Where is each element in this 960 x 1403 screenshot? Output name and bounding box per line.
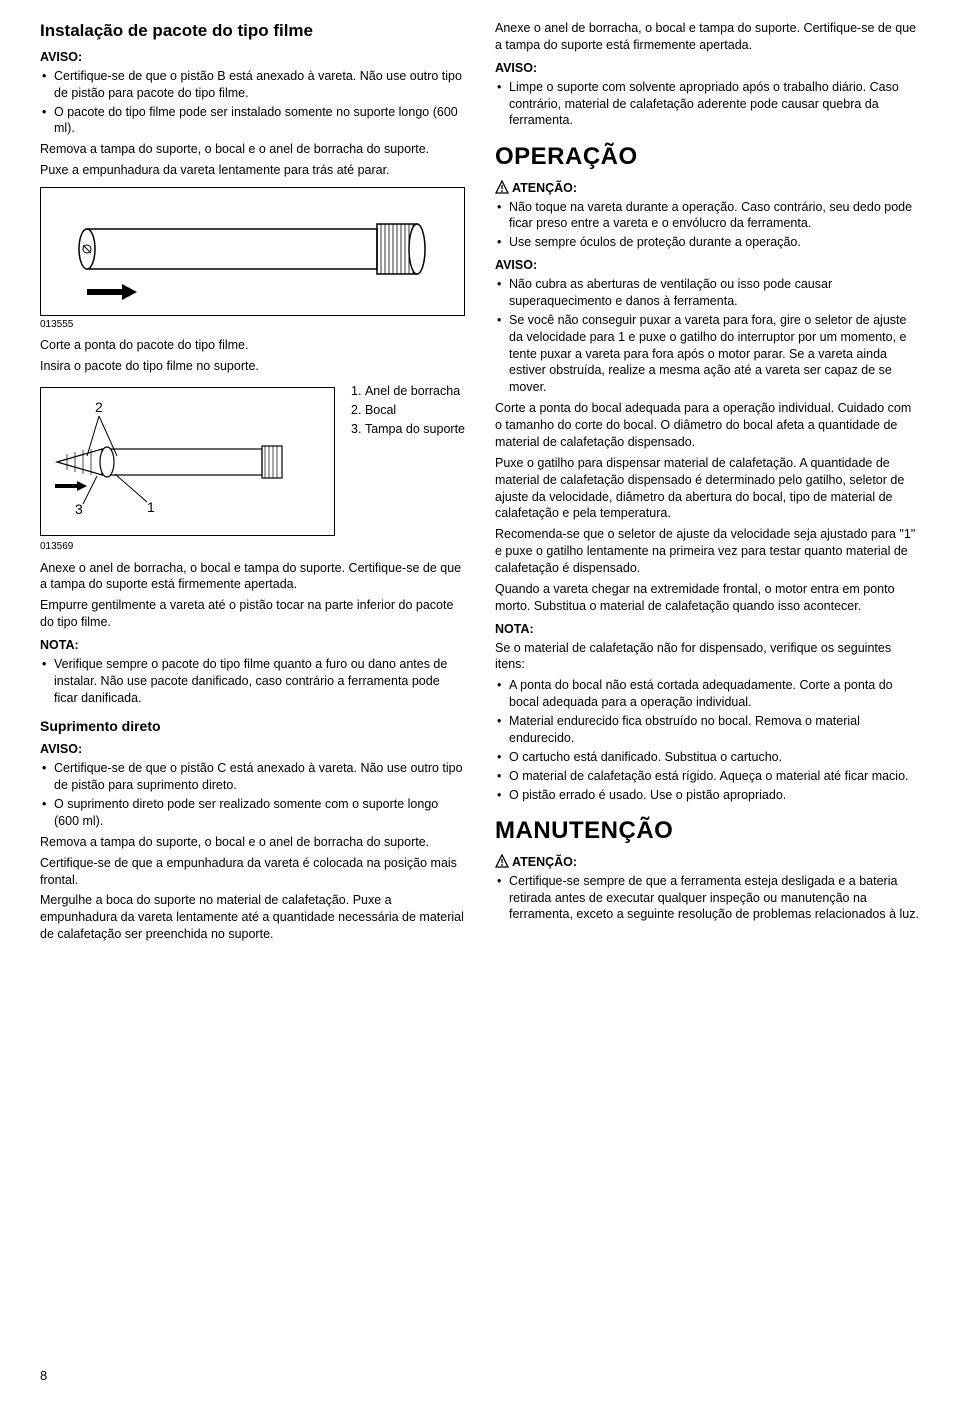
nota-list: Verifique sempre o pacote do tipo filme … [40,656,465,707]
heading-suprimento: Suprimento direto [40,717,465,736]
supr-aviso-list: Certifique-se de que o pistão C está ane… [40,760,465,830]
list-item: O material de calafetação está rígido. A… [495,768,920,785]
paragraph: Insira o pacote do tipo filme no suporte… [40,358,465,375]
paragraph: Mergulhe a boca do suporte no material d… [40,892,465,943]
nota-label: NOTA: [495,621,920,638]
list-item: O pistão errado é usado. Use o pistão ap… [495,787,920,804]
atencao-label: ATENÇÃO: [512,181,577,195]
list-item: A ponta do bocal não está cortada adequa… [495,677,920,711]
page-columns: Instalação de pacote do tipo filme AVISO… [40,20,920,947]
tool-diagram-1 [47,194,447,304]
aviso-label: AVISO: [495,257,920,274]
list-item: Certifique-se de que o pistão B está ane… [40,68,465,102]
figure-2-id: 013569 [40,540,465,554]
list-item: Certifique-se de que o pistão C está ane… [40,760,465,794]
left-column: Instalação de pacote do tipo filme AVISO… [40,20,465,947]
callout-2: 2 [95,399,103,415]
oper-aviso-list: Não cubra as aberturas de ventilação ou … [495,276,920,396]
warning-icon [495,180,509,194]
nota-label: NOTA: [40,637,465,654]
aviso-label: AVISO: [495,60,920,77]
list-item: Use sempre óculos de proteção durante a … [495,234,920,251]
list-item: Verifique sempre o pacote do tipo filme … [40,656,465,707]
paragraph: Corte a ponta do bocal adequada para a o… [495,400,920,451]
manut-list: Certifique-se sempre de que a ferramenta… [495,873,920,924]
paragraph: Empurre gentilmente a vareta até o pistã… [40,597,465,631]
list-item: Se você não conseguir puxar a vareta par… [495,312,920,396]
legend-item: Tampa do suporte [365,421,465,438]
tool-diagram-2: 2 [47,394,287,524]
figure-1-id: 013555 [40,318,465,332]
paragraph: Se o material de calafetação não for dis… [495,640,920,674]
heading-operacao: OPERAÇÃO [495,141,920,173]
paragraph: Recomenda-se que o seletor de ajuste da … [495,526,920,577]
oper-atencao-list: Não toque na vareta durante a operação. … [495,199,920,252]
paragraph: Remova a tampa do suporte, o bocal e o a… [40,834,465,851]
paragraph: Puxe a empunhadura da vareta lentamente … [40,162,465,179]
paragraph: Corte a ponta do pacote do tipo filme. [40,337,465,354]
list-item: Limpe o suporte com solvente apropriado … [495,79,920,130]
figure-2: 2 [40,387,335,536]
paragraph: Puxe o gatilho para dispensar material d… [495,455,920,523]
aviso-label: AVISO: [40,741,465,758]
heading-install: Instalação de pacote do tipo filme [40,20,465,43]
atencao-label: ATENÇÃO: [512,855,577,869]
atencao-line: ATENÇÃO: [495,854,920,871]
callout-3: 3 [75,501,83,517]
atencao-line: ATENÇÃO: [495,180,920,197]
warning-icon [495,854,509,868]
install-aviso-list: Certifique-se de que o pistão B está ane… [40,68,465,138]
paragraph: Anexe o anel de borracha, o bocal e tamp… [495,20,920,54]
list-item: Material endurecido fica obstruído no bo… [495,713,920,747]
legend-item: Bocal [365,402,465,419]
list-item: Certifique-se sempre de que a ferramenta… [495,873,920,924]
list-item: Não toque na vareta durante a operação. … [495,199,920,233]
top-aviso-list: Limpe o suporte com solvente apropriado … [495,79,920,130]
right-column: Anexe o anel de borracha, o bocal e tamp… [495,20,920,947]
list-item: O suprimento direto pode ser realizado s… [40,796,465,830]
figure-1 [40,187,465,316]
paragraph: Anexe o anel de borracha, o bocal e tamp… [40,560,465,594]
legend-item: Anel de borracha [365,383,465,400]
figure-2-legend: Anel de borracha Bocal Tampa do suporte [347,383,465,538]
paragraph: Remova a tampa do suporte, o bocal e o a… [40,141,465,158]
list-item: O pacote do tipo filme pode ser instalad… [40,104,465,138]
heading-manutencao: MANUTENÇÃO [495,815,920,847]
paragraph: Quando a vareta chegar na extremidade fr… [495,581,920,615]
nota-list: A ponta do bocal não está cortada adequa… [495,677,920,803]
aviso-label: AVISO: [40,49,465,66]
list-item: Não cubra as aberturas de ventilação ou … [495,276,920,310]
paragraph: Certifique-se de que a empunhadura da va… [40,855,465,889]
page-number: 8 [40,1367,47,1385]
figure-2-row: 2 [40,379,465,538]
list-item: O cartucho está danificado. Substitua o … [495,749,920,766]
callout-1: 1 [147,499,155,515]
